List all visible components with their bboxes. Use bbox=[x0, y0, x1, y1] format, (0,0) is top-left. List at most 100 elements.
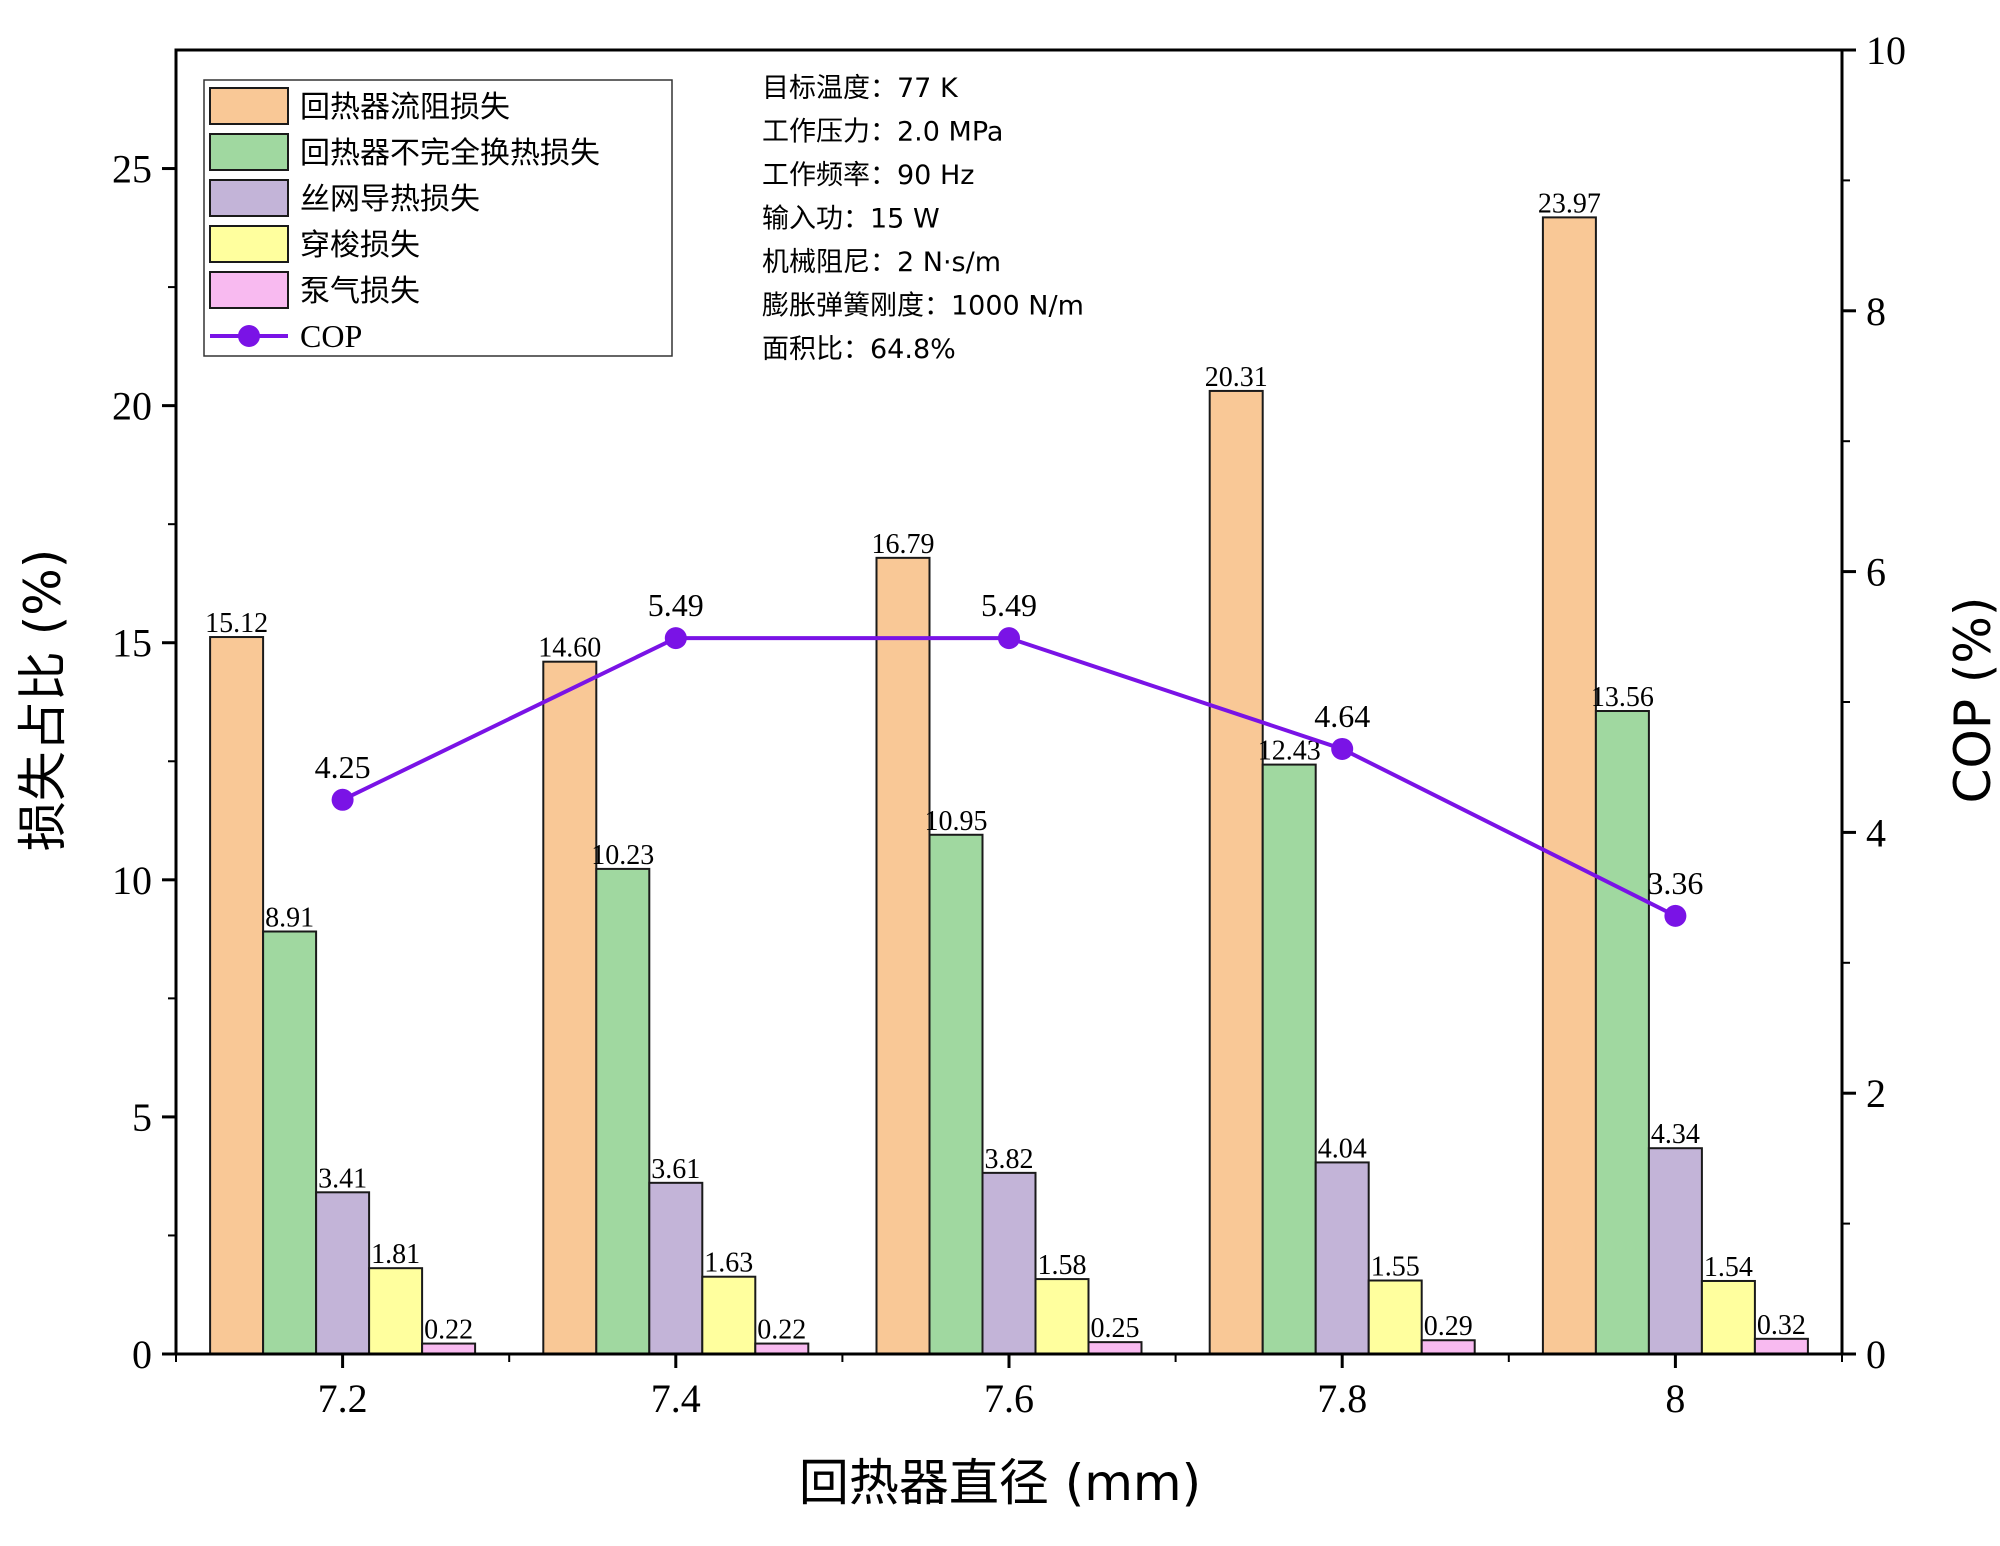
x-axis-title: 回热器直径 (mm) bbox=[799, 1454, 1201, 1512]
cop-point-3 bbox=[1331, 737, 1354, 760]
cop-point-2 bbox=[998, 627, 1020, 650]
y2-tick-label-5: 10 bbox=[1866, 28, 1906, 73]
bar-label-s3-c3: 1.55 bbox=[1371, 1252, 1420, 1283]
bar-label-s0-c0: 15.12 bbox=[205, 608, 268, 639]
annotation-line-1: 工作压力：2.0 MPa bbox=[762, 117, 1003, 148]
bar-s0-c2 bbox=[875, 556, 931, 1355]
legend-swatch-2 bbox=[209, 179, 289, 217]
annotation-line-0: 目标温度：77 K bbox=[762, 73, 959, 104]
cop-label-1: 5.49 bbox=[648, 587, 704, 623]
cop-point-4 bbox=[1664, 904, 1687, 927]
bar-label-s1-c3: 12.43 bbox=[1258, 736, 1321, 767]
bar-label-s3-c2: 1.58 bbox=[1038, 1250, 1087, 1281]
legend-swatch-3 bbox=[209, 225, 289, 263]
axes-layer: 0 5 10 15 20 25 0 2 4 6 8 10 7.2 7.4 7.6 7.8 8 bbox=[112, 28, 1906, 1421]
x-tick-label-3: 7.8 bbox=[1317, 1376, 1367, 1421]
annotation-block: 目标温度：77 K 工作压力：2.0 MPa 工作频率：90 Hz 输入功：15 W 机… bbox=[762, 73, 1084, 365]
y2-tick-label-2: 4 bbox=[1866, 810, 1886, 855]
bar-s1-c3 bbox=[1261, 763, 1317, 1355]
y2-tick-label-0: 0 bbox=[1866, 1332, 1886, 1377]
cop-label-0: 4.25 bbox=[315, 749, 371, 785]
bar-s2-c2 bbox=[981, 1171, 1037, 1355]
bar-s2-c3 bbox=[1314, 1161, 1370, 1355]
annotation-line-5: 膨胀弹簧刚度：1000 N/m bbox=[762, 291, 1084, 322]
bar-s1-c2 bbox=[928, 833, 984, 1355]
bar-s2-c0 bbox=[315, 1191, 371, 1355]
bar-s4-c3 bbox=[1420, 1339, 1476, 1356]
legend-box bbox=[203, 79, 673, 357]
bar-s1-c0 bbox=[262, 930, 318, 1356]
bar-label-s3-c0: 1.81 bbox=[371, 1239, 420, 1270]
legend-label-4: 泵气损失 bbox=[300, 274, 420, 309]
legend-swatch-1 bbox=[209, 133, 289, 171]
x-tick-label-2: 7.6 bbox=[984, 1376, 1034, 1421]
bar-label-s0-c1: 14.60 bbox=[538, 633, 601, 664]
bar-s0-c0 bbox=[209, 636, 265, 1355]
y2-axis-title: COP (%) bbox=[1944, 597, 2000, 804]
bar-s4-c4 bbox=[1753, 1337, 1809, 1355]
bar-label-s3-c4: 1.54 bbox=[1704, 1252, 1753, 1283]
y-tick-label-5: 25 bbox=[112, 147, 152, 192]
bar-s0-c4 bbox=[1541, 216, 1597, 1355]
bar-label-s4-c2: 0.25 bbox=[1091, 1313, 1140, 1344]
legend-label-1: 回热器不完全换热损失 bbox=[300, 136, 600, 171]
cop-label-3: 4.64 bbox=[1314, 698, 1370, 734]
cop-point-0 bbox=[331, 788, 354, 811]
y2-tick-label-1: 2 bbox=[1866, 1071, 1886, 1116]
y-tick-label-0: 0 bbox=[132, 1332, 152, 1377]
y-tick-label-4: 20 bbox=[112, 384, 152, 429]
y-tick-label-3: 15 bbox=[112, 621, 152, 666]
bar-s0-c3 bbox=[1208, 389, 1264, 1356]
bar-label-s4-c1: 0.22 bbox=[757, 1315, 806, 1346]
bar-label-s4-c4: 0.32 bbox=[1757, 1310, 1806, 1341]
bar-label-s3-c1: 1.63 bbox=[704, 1248, 753, 1279]
legend-cop-marker bbox=[238, 325, 260, 347]
bar-s3-c2 bbox=[1034, 1278, 1090, 1355]
x-tick-label-1: 7.4 bbox=[651, 1376, 701, 1421]
bar-label-s1-c0: 8.91 bbox=[265, 903, 314, 934]
bar-label-s4-c3: 0.29 bbox=[1424, 1311, 1473, 1342]
bar-s3-c4 bbox=[1700, 1279, 1756, 1355]
bar-s3-c0 bbox=[368, 1267, 424, 1356]
legend-cop-label: COP bbox=[300, 318, 362, 354]
bar-label-s0-c4: 23.97 bbox=[1538, 188, 1601, 219]
bar-label-s1-c1: 10.23 bbox=[591, 840, 654, 871]
legend-label-0: 回热器流阻损失 bbox=[300, 90, 510, 125]
annotation-line-2: 工作频率：90 Hz bbox=[762, 160, 974, 191]
bar-s3-c1 bbox=[701, 1275, 757, 1356]
y-axis-title: 损失占比 (%) bbox=[14, 549, 72, 851]
bar-label-s1-c4: 13.56 bbox=[1591, 682, 1654, 713]
annotation-line-6: 面积比：64.8% bbox=[762, 334, 956, 365]
y2-tick-label-3: 6 bbox=[1866, 550, 1886, 595]
bar-label-s1-c2: 10.95 bbox=[925, 806, 988, 837]
bars-layer: 15.12 14.60 16.79 20.31 23.97 8.91 10.23 10.95 1… bbox=[205, 188, 1809, 1356]
bar-label-s2-c2: 3.82 bbox=[985, 1144, 1034, 1175]
y-tick-label-2: 10 bbox=[112, 858, 152, 903]
cop-point-1 bbox=[664, 627, 687, 650]
bar-label-s4-c0: 0.22 bbox=[424, 1315, 473, 1346]
bar-s1-c1 bbox=[595, 867, 651, 1355]
bar-label-s2-c3: 4.04 bbox=[1318, 1133, 1367, 1164]
bar-s1-c4 bbox=[1594, 710, 1650, 1355]
legend-label-2: 丝网导热损失 bbox=[300, 182, 480, 217]
bar-label-s0-c2: 16.79 bbox=[872, 529, 935, 560]
legend-swatch-0 bbox=[209, 87, 289, 125]
cop-label-4: 3.36 bbox=[1647, 865, 1703, 901]
cop-label-2: 5.49 bbox=[981, 587, 1037, 623]
bar-label-s2-c0: 3.41 bbox=[318, 1163, 367, 1194]
x-tick-label-0: 7.2 bbox=[318, 1376, 368, 1421]
bar-label-s2-c4: 4.34 bbox=[1651, 1119, 1700, 1150]
x-tick-label-4: 8 bbox=[1665, 1376, 1685, 1421]
bar-s3-c3 bbox=[1367, 1279, 1423, 1356]
cop-line-layer: 4.25 5.49 5.49 4.64 3.36 bbox=[315, 587, 1703, 927]
bar-s0-c1 bbox=[542, 660, 598, 1355]
bar-s2-c4 bbox=[1647, 1147, 1703, 1355]
y2-tick-label-4: 8 bbox=[1866, 289, 1886, 334]
y-tick-label-1: 5 bbox=[132, 1095, 152, 1140]
legend-swatch-4 bbox=[209, 271, 289, 309]
bar-label-s2-c1: 3.61 bbox=[651, 1154, 700, 1185]
annotation-line-4: 机械阻尼：2 N·s/m bbox=[762, 247, 1001, 278]
